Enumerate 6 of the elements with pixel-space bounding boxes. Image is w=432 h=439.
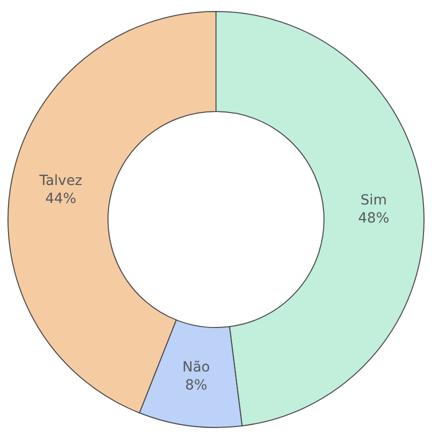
data-label: 8% — [185, 377, 208, 394]
slice-label: Sim — [360, 192, 387, 209]
data-label: 48% — [358, 210, 390, 227]
data-label: 44% — [45, 190, 76, 207]
slice-label: Não — [182, 359, 210, 376]
slice-label: Talvez — [38, 172, 82, 189]
